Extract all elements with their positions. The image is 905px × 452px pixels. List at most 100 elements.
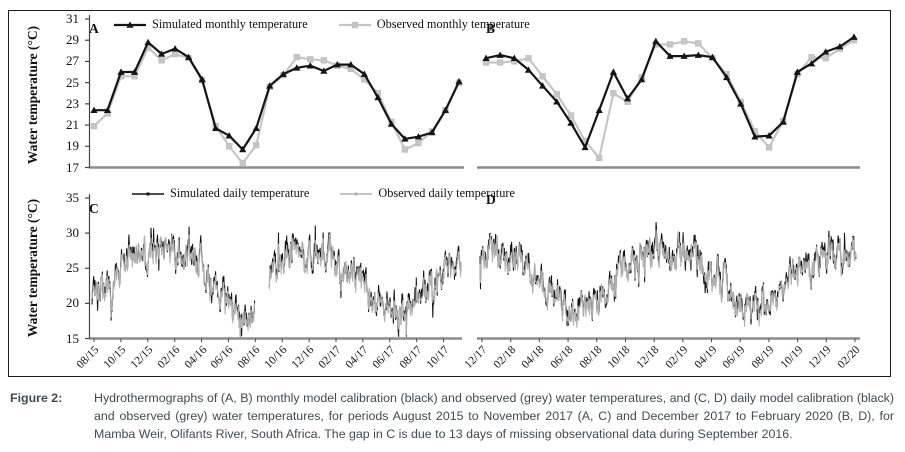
series-line — [479, 221, 857, 327]
y-tick-label: 15 — [66, 330, 79, 346]
marker-triangle — [225, 132, 233, 139]
marker-triangle — [171, 45, 179, 52]
y-tick-label: 23 — [66, 95, 79, 111]
marker-triangle — [595, 106, 603, 114]
marker-square — [666, 41, 674, 48]
marker-square — [171, 50, 179, 58]
marker-triangle — [708, 53, 717, 60]
series-line — [94, 41, 460, 151]
panel-letter-a: A — [89, 21, 99, 36]
marker-triangle — [90, 106, 98, 114]
marker-square — [808, 54, 815, 61]
marker-triangle — [623, 94, 632, 102]
marker-triangle — [510, 54, 518, 62]
y-axis-title-daily: Water temperature (°C) — [25, 198, 40, 338]
series-line — [91, 231, 462, 338]
marker-triangle — [320, 67, 328, 74]
marker-square — [822, 55, 829, 62]
panel-letter-c: C — [89, 201, 99, 216]
marker-triangle — [666, 52, 674, 59]
marker-triangle — [652, 37, 660, 45]
marker-square — [610, 90, 617, 97]
marker-triangle — [751, 133, 759, 140]
y-tick-label: 27 — [66, 53, 79, 69]
y-tick-label: 35 — [66, 190, 79, 205]
y-axis-title-monthly: Water temperature (°C) — [25, 25, 40, 165]
marker-square — [695, 40, 702, 47]
y-tick-label: 29 — [66, 32, 79, 48]
legend-label: Simulated monthly temperature — [152, 17, 308, 31]
marker-triangle — [822, 48, 830, 55]
marker-triangle — [737, 100, 745, 107]
marker-triangle — [567, 119, 575, 126]
marker-square — [226, 143, 233, 150]
marker-triangle — [306, 62, 314, 69]
marker-triangle — [428, 128, 436, 136]
figure-box: 17 19 21 23 25 27 29 31 15 20 25 30 35 08/15 10/15 12/1… — [8, 10, 891, 377]
marker-triangle — [252, 124, 260, 132]
marker-square — [596, 154, 603, 162]
marker-square — [553, 91, 560, 98]
y-tick-label: 25 — [66, 260, 79, 276]
y-tick-label: 17 — [66, 159, 79, 175]
marker-triangle — [638, 75, 646, 83]
marker-triangle — [723, 73, 731, 81]
panel-letter-d: D — [486, 192, 496, 207]
legend-item: Observed daily temperature — [339, 186, 515, 201]
y-tick-label: 20 — [66, 295, 79, 311]
marker-triangle — [293, 64, 301, 71]
marker-triangle — [680, 52, 688, 59]
marker-square — [307, 56, 314, 63]
marker-triangle — [455, 77, 463, 85]
legend-swatch-square — [338, 21, 371, 28]
marker-triangle — [581, 143, 589, 151]
marker-triangle — [553, 98, 561, 105]
y-tick-label: 19 — [66, 138, 79, 154]
figure-caption-text: Hydrothermographs of (A, B) monthly mode… — [94, 391, 894, 441]
legend-item: Observed monthly temperature — [338, 17, 530, 32]
marker-triangle — [333, 61, 341, 68]
marker-square — [567, 112, 575, 119]
legend-swatch-daily — [132, 192, 164, 195]
panel-letter-b: B — [486, 21, 496, 36]
marker-square — [415, 139, 422, 147]
marker-square — [158, 57, 165, 64]
marker-triangle — [482, 54, 490, 62]
marker-triangle — [414, 133, 423, 140]
marker-triangle — [441, 106, 450, 114]
marker-square — [90, 122, 98, 130]
marker-square — [497, 59, 504, 66]
marker-triangle — [496, 51, 504, 58]
legend-label: Observed daily temperature — [378, 186, 515, 200]
marker-triangle — [198, 75, 206, 83]
legend-swatch-triangle — [114, 20, 146, 28]
legend-swatch-daily — [340, 192, 373, 195]
y-tick-label: 30 — [66, 225, 79, 241]
marker-triangle — [836, 42, 844, 50]
marker-triangle — [694, 51, 702, 58]
y-tick-label: 21 — [66, 117, 79, 133]
marker-square — [239, 160, 246, 167]
marker-square — [293, 54, 300, 61]
marker-triangle — [103, 106, 112, 114]
marker-square — [320, 57, 327, 64]
marker-triangle — [347, 61, 355, 68]
marker-square — [525, 55, 532, 62]
marker-triangle — [793, 68, 801, 75]
marker-triangle — [401, 135, 409, 142]
series-line — [479, 229, 857, 328]
figure-caption: Figure 2: Hydrothermographs of (A, B) mo… — [10, 390, 894, 444]
marker-triangle — [779, 118, 787, 125]
marker-triangle — [524, 66, 533, 73]
marker-triangle — [239, 145, 247, 153]
marker-triangle — [130, 68, 139, 75]
marker-triangle — [266, 82, 274, 89]
marker-triangle — [185, 53, 193, 60]
marker-triangle — [157, 50, 166, 57]
figure-caption-label: Figure 2: — [10, 391, 63, 405]
legend-label: Observed monthly temperature — [376, 17, 530, 31]
marker-triangle — [539, 82, 547, 89]
hydrothermograph-charts — [85, 15, 860, 342]
marker-triangle — [279, 70, 287, 77]
legend-label: Simulated daily temperature — [170, 186, 310, 200]
